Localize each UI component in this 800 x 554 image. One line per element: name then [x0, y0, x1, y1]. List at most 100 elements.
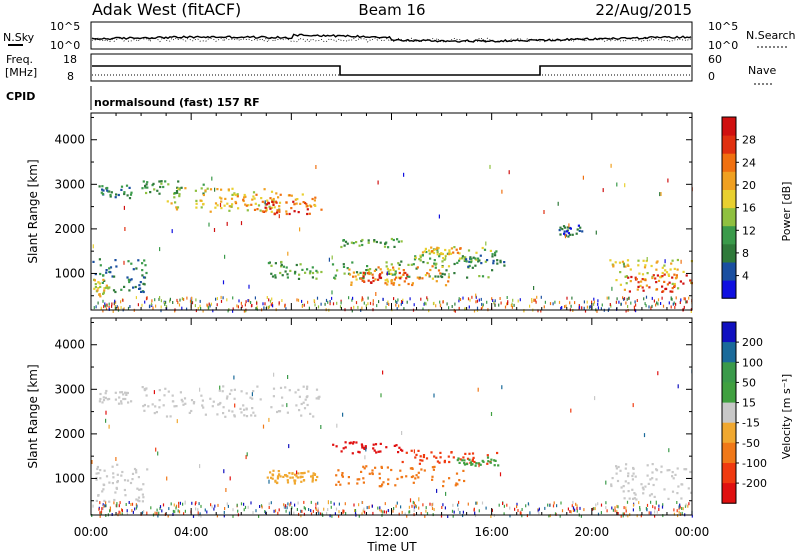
noise-cell — [297, 501, 299, 505]
echo-cell — [234, 200, 237, 204]
noise-cell — [294, 503, 296, 507]
noise-cell — [340, 299, 342, 303]
echo-cell — [264, 203, 267, 206]
echo-cell — [361, 238, 364, 242]
echo-cell — [340, 450, 343, 453]
noise-cell — [351, 309, 353, 313]
echo-cell — [394, 271, 397, 275]
echo-cell — [102, 399, 106, 402]
noise-cell — [435, 304, 437, 308]
noise-cell — [308, 508, 310, 511]
echo-cell — [127, 278, 130, 281]
echo-cell — [402, 273, 405, 276]
nsearch-label: N.Search — [746, 29, 796, 42]
echo-cell — [447, 455, 450, 458]
noise-cell — [499, 297, 501, 300]
echo-cell — [123, 191, 126, 194]
noise-cell — [127, 306, 130, 310]
noise-cell — [560, 306, 562, 310]
echo-cell — [683, 468, 686, 471]
echo-cell — [101, 281, 104, 284]
echo-region — [609, 258, 693, 291]
echo-cell — [102, 483, 105, 486]
noise-cell — [536, 295, 538, 299]
echo-cell — [299, 202, 302, 205]
noise-cell — [457, 507, 459, 511]
echo-cell — [474, 264, 477, 267]
echo-cell — [244, 195, 247, 198]
echo-cell — [337, 480, 340, 483]
noise-cell — [317, 507, 319, 511]
echo-cell — [359, 277, 363, 280]
echo-cell — [295, 263, 298, 267]
noise-cell — [648, 305, 650, 309]
sparse-echo — [501, 385, 503, 390]
noise-cell — [650, 306, 652, 310]
noise-cell — [256, 301, 258, 305]
echo-cell — [108, 481, 111, 484]
noise-cell — [189, 299, 192, 303]
echo-cell — [434, 275, 437, 278]
echo-cell — [390, 237, 393, 241]
echo-cell — [114, 398, 117, 401]
noise-cell — [589, 305, 591, 309]
echo-cell — [170, 202, 173, 205]
echo-cell — [615, 472, 618, 475]
echo-cell — [369, 272, 372, 275]
echo-cell — [315, 269, 318, 272]
noise-cell — [361, 296, 363, 300]
noise-cell — [270, 303, 272, 307]
echo-cell — [419, 459, 422, 462]
noise-cell — [250, 304, 253, 308]
echo-cell — [431, 265, 434, 268]
noise-cell — [316, 296, 319, 300]
freq-unit-label: [MHz] — [5, 66, 37, 79]
noise-cell — [250, 501, 252, 505]
noise-cell — [363, 507, 365, 511]
sparse-echo — [245, 455, 247, 460]
echo-cell — [178, 195, 181, 198]
noise-cell — [494, 299, 496, 303]
echo-cell — [314, 196, 317, 199]
echo-region — [332, 441, 404, 455]
echo-cell — [269, 471, 272, 474]
noise-cell — [121, 508, 123, 512]
echo-cell — [424, 274, 427, 277]
echo-cell — [571, 233, 574, 236]
echo-cell — [279, 386, 283, 389]
echo-cell — [305, 387, 309, 390]
noise-cell — [503, 504, 505, 508]
echo-cell — [493, 464, 496, 467]
noise-cell — [625, 301, 627, 305]
echo-cell — [493, 459, 496, 462]
echo-cell — [411, 283, 414, 287]
noise-cell — [606, 296, 608, 300]
noise-cell — [661, 296, 663, 300]
echo-cell — [615, 465, 618, 468]
echo-cell — [284, 386, 287, 389]
noise-cell — [447, 515, 449, 518]
echo-cell — [135, 267, 138, 270]
noise-cell — [214, 504, 216, 508]
colorbar-swatch — [722, 171, 736, 190]
noise-cell — [378, 300, 380, 304]
echo-cell — [569, 233, 572, 236]
noise-cell — [262, 302, 264, 306]
sparse-echo — [499, 472, 502, 477]
echo-cell — [399, 448, 403, 451]
noise-cell — [237, 509, 239, 513]
noise-cell — [250, 301, 252, 304]
cpid-text: normalsound (fast) 157 RF — [94, 96, 260, 109]
noise-cell — [474, 511, 476, 515]
echo-cell — [685, 468, 688, 471]
noise-cell — [617, 512, 619, 515]
echo-cell — [426, 272, 429, 275]
echo-cell — [270, 190, 274, 193]
noise-cell — [597, 306, 599, 310]
noise-cell — [420, 297, 422, 301]
noise-cell — [526, 514, 528, 518]
echo-cell — [144, 388, 147, 391]
noise-cell — [327, 300, 329, 304]
echo-cell — [114, 391, 117, 394]
noise-cell — [310, 500, 312, 504]
